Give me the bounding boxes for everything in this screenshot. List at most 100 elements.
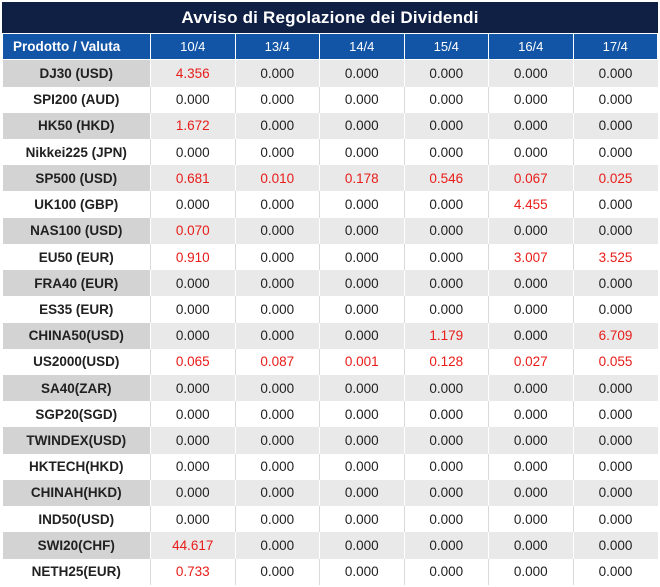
product-cell: CHINAH(HKD) bbox=[2, 479, 151, 507]
table-row: HKTECH(HKD) 0.000 0.000 0.000 0.000 0.000 0.00… bbox=[2, 453, 658, 480]
product-cell: CHINA50(USD) bbox=[2, 322, 151, 349]
table-row: US2000(USD) 0.065 0.087 0.001 0.128 0.027 0.05… bbox=[2, 348, 658, 375]
value-cell: 3.525 bbox=[573, 243, 658, 271]
value-cell: 0.000 bbox=[235, 59, 320, 87]
value-cell: 0.000 bbox=[488, 322, 574, 349]
table-header-row: Prodotto / Valuta 10/4 13/4 14/4 15/4 16/4 17… bbox=[2, 33, 658, 60]
value-cell: 0.000 bbox=[488, 86, 574, 113]
table-body: DJ30 (USD) 4.356 0.000 0.000 0.000 0.000 0.000… bbox=[2, 59, 658, 585]
value-cell: 0.027 bbox=[488, 348, 574, 375]
product-cell: US2000(USD) bbox=[2, 348, 151, 375]
value-cell: 0.178 bbox=[319, 165, 405, 192]
value-cell: 0.000 bbox=[235, 243, 320, 271]
value-cell: 0.000 bbox=[573, 401, 658, 428]
panel-title: Avviso di Regolazione dei Dividendi bbox=[2, 2, 658, 33]
value-cell: 0.000 bbox=[488, 506, 574, 533]
value-cell: 0.000 bbox=[573, 296, 658, 323]
value-cell: 0.000 bbox=[488, 558, 574, 585]
table-row: IND50(USD) 0.000 0.000 0.000 0.000 0.000 0.000 bbox=[2, 506, 658, 533]
value-cell: 0.000 bbox=[319, 375, 405, 402]
value-cell: 0.000 bbox=[573, 479, 658, 507]
value-cell: 0.000 bbox=[150, 86, 236, 113]
value-cell: 0.000 bbox=[235, 479, 320, 507]
value-cell: 0.000 bbox=[319, 532, 405, 559]
value-cell: 0.070 bbox=[150, 217, 236, 244]
value-cell: 0.000 bbox=[150, 139, 236, 166]
value-cell: 0.000 bbox=[319, 427, 405, 454]
value-cell: 0.000 bbox=[235, 558, 320, 585]
value-cell: 44.617 bbox=[150, 532, 236, 559]
value-cell: 3.007 bbox=[488, 243, 574, 271]
value-cell: 0.000 bbox=[319, 86, 405, 113]
value-cell: 0.000 bbox=[319, 191, 405, 218]
table-row: SGP20(SGD) 0.000 0.000 0.000 0.000 0.000 0.000 bbox=[2, 401, 658, 428]
value-cell: 0.000 bbox=[404, 296, 489, 323]
product-cell: SA40(ZAR) bbox=[2, 375, 151, 402]
value-cell: 0.000 bbox=[404, 59, 489, 87]
value-cell: 1.672 bbox=[150, 112, 236, 140]
value-cell: 0.000 bbox=[573, 427, 658, 454]
value-cell: 0.000 bbox=[404, 532, 489, 559]
table-row: NAS100 (USD) 0.070 0.000 0.000 0.000 0.000 0.0… bbox=[2, 217, 658, 244]
product-cell: NETH25(EUR) bbox=[2, 558, 151, 585]
value-cell: 0.910 bbox=[150, 243, 236, 271]
product-cell: FRA40 (EUR) bbox=[2, 270, 151, 297]
product-cell: SPI200 (AUD) bbox=[2, 86, 151, 113]
product-cell: EU50 (EUR) bbox=[2, 243, 151, 271]
value-cell: 0.000 bbox=[488, 139, 574, 166]
product-cell: NAS100 (USD) bbox=[2, 217, 151, 244]
date-column-header: 10/4 bbox=[150, 33, 236, 60]
value-cell: 0.000 bbox=[319, 322, 405, 349]
value-cell: 0.000 bbox=[150, 427, 236, 454]
value-cell: 0.000 bbox=[235, 322, 320, 349]
product-cell: SGP20(SGD) bbox=[2, 401, 151, 428]
value-cell: 0.000 bbox=[573, 506, 658, 533]
value-cell: 0.000 bbox=[319, 112, 405, 140]
value-cell: 0.000 bbox=[150, 479, 236, 507]
table-row: SP500 (USD) 0.681 0.010 0.178 0.546 0.067 0.02… bbox=[2, 165, 658, 192]
value-cell: 0.000 bbox=[573, 453, 658, 480]
value-cell: 0.000 bbox=[404, 270, 489, 297]
product-cell: DJ30 (USD) bbox=[2, 59, 151, 87]
product-cell: Nikkei225 (JPN) bbox=[2, 139, 151, 166]
value-cell: 0.000 bbox=[573, 558, 658, 585]
value-cell: 0.000 bbox=[404, 217, 489, 244]
value-cell: 0.000 bbox=[235, 375, 320, 402]
value-cell: 0.000 bbox=[235, 112, 320, 140]
table-row: ES35 (EUR) 0.000 0.000 0.000 0.000 0.000 0.000 bbox=[2, 296, 658, 323]
table-row: SA40(ZAR) 0.000 0.000 0.000 0.000 0.000 0.000 bbox=[2, 375, 658, 402]
value-cell: 0.001 bbox=[319, 348, 405, 375]
value-cell: 1.179 bbox=[404, 322, 489, 349]
table-row: CHINA50(USD) 0.000 0.000 0.000 1.179 0.000 6.7… bbox=[2, 322, 658, 349]
value-cell: 0.000 bbox=[235, 191, 320, 218]
value-cell: 0.000 bbox=[573, 217, 658, 244]
table-row: DJ30 (USD) 4.356 0.000 0.000 0.000 0.000 0.000 bbox=[2, 59, 658, 87]
value-cell: 0.000 bbox=[150, 375, 236, 402]
value-cell: 0.000 bbox=[404, 86, 489, 113]
value-cell: 6.709 bbox=[573, 322, 658, 349]
value-cell: 0.000 bbox=[235, 427, 320, 454]
product-cell: SWI20(CHF) bbox=[2, 532, 151, 559]
value-cell: 0.000 bbox=[319, 139, 405, 166]
value-cell: 0.000 bbox=[573, 191, 658, 218]
value-cell: 0.000 bbox=[404, 453, 489, 480]
value-cell: 0.000 bbox=[488, 453, 574, 480]
value-cell: 0.000 bbox=[319, 243, 405, 271]
table-row: SWI20(CHF) 44.617 0.000 0.000 0.000 0.000 0.00… bbox=[2, 532, 658, 559]
value-cell: 0.000 bbox=[319, 296, 405, 323]
product-cell: HKTECH(HKD) bbox=[2, 453, 151, 480]
value-cell: 0.000 bbox=[235, 270, 320, 297]
value-cell: 0.000 bbox=[573, 59, 658, 87]
product-cell: TWINDEX(USD) bbox=[2, 427, 151, 454]
table-row: Nikkei225 (JPN) 0.000 0.000 0.000 0.000 0.000… bbox=[2, 139, 658, 166]
value-cell: 0.000 bbox=[235, 86, 320, 113]
value-cell: 0.733 bbox=[150, 558, 236, 585]
product-cell: SP500 (USD) bbox=[2, 165, 151, 192]
value-cell: 0.000 bbox=[488, 427, 574, 454]
table-row: NETH25(EUR) 0.733 0.000 0.000 0.000 0.000 0.00… bbox=[2, 558, 658, 585]
value-cell: 0.000 bbox=[235, 453, 320, 480]
table-row: EU50 (EUR) 0.910 0.000 0.000 0.000 3.007 3.525 bbox=[2, 243, 658, 271]
value-cell: 0.000 bbox=[404, 375, 489, 402]
date-column-header: 14/4 bbox=[319, 33, 405, 60]
